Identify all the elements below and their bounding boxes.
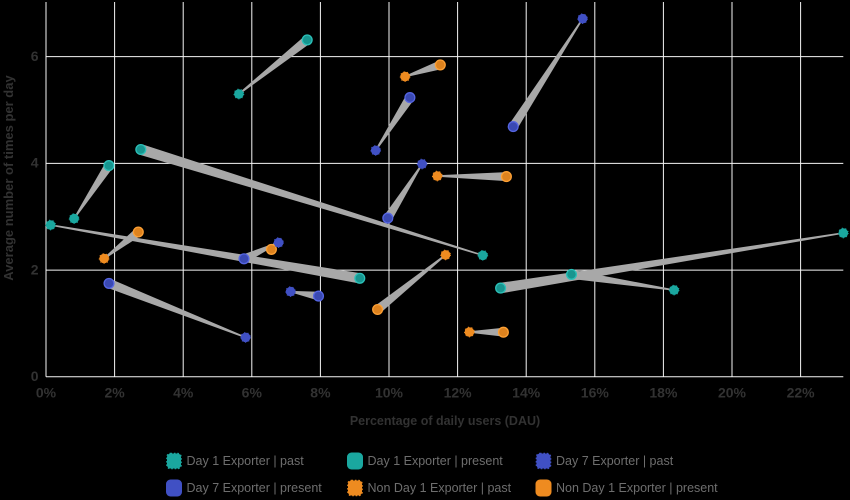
svg-text:4%: 4% xyxy=(173,385,194,401)
svg-text:Day 1 Exporter | past: Day 1 Exporter | past xyxy=(187,454,305,468)
svg-text:2%: 2% xyxy=(104,385,125,401)
svg-text:Day 7 Exporter | present: Day 7 Exporter | present xyxy=(187,481,323,495)
svg-text:12%: 12% xyxy=(444,385,473,401)
svg-text:2: 2 xyxy=(31,261,39,277)
svg-text:Day 1 Exporter | present: Day 1 Exporter | present xyxy=(368,454,504,468)
svg-text:16%: 16% xyxy=(581,385,610,401)
svg-text:18%: 18% xyxy=(649,385,678,401)
svg-text:6: 6 xyxy=(31,48,39,64)
svg-text:4: 4 xyxy=(31,155,39,171)
svg-text:0: 0 xyxy=(31,368,39,384)
svg-text:8%: 8% xyxy=(310,385,331,401)
svg-text:10%: 10% xyxy=(375,385,404,401)
svg-text:Non Day 1 Exporter | past: Non Day 1 Exporter | past xyxy=(368,481,512,495)
svg-text:Day 7 Exporter | past: Day 7 Exporter | past xyxy=(556,454,674,468)
svg-text:6%: 6% xyxy=(242,385,263,401)
svg-text:22%: 22% xyxy=(787,385,816,401)
svg-text:20%: 20% xyxy=(718,385,747,401)
svg-text:Average number of times per da: Average number of times per day xyxy=(1,75,16,281)
svg-text:Non Day 1 Exporter | present: Non Day 1 Exporter | present xyxy=(556,481,718,495)
svg-text:0%: 0% xyxy=(36,385,57,401)
svg-text:14%: 14% xyxy=(512,385,541,401)
svg-text:Percentage of daily users (DAU: Percentage of daily users (DAU) xyxy=(350,414,540,428)
